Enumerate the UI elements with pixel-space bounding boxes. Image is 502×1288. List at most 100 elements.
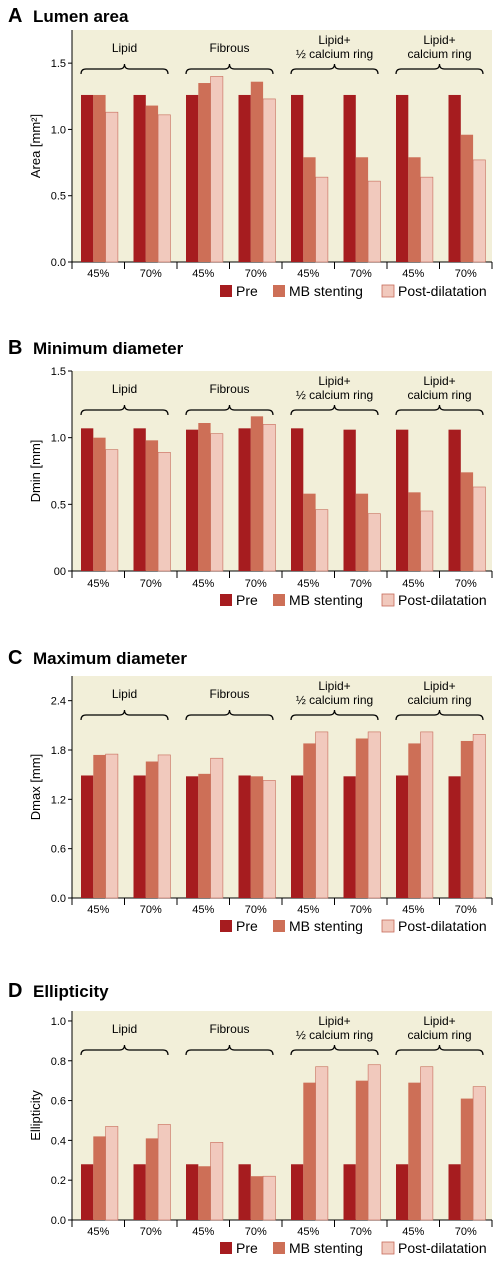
bar-mb bbox=[93, 754, 106, 898]
bar-pre bbox=[343, 94, 356, 263]
bar-post bbox=[315, 1066, 329, 1221]
category-label: 70% bbox=[245, 578, 267, 590]
legend-swatch-pre bbox=[220, 920, 232, 932]
bar-mb bbox=[250, 81, 264, 263]
legend-swatch-mb bbox=[273, 920, 285, 932]
bar-mb bbox=[198, 773, 211, 898]
group-label: Lipid+ bbox=[318, 679, 350, 693]
panel-title: Minimum diameter bbox=[33, 339, 184, 358]
y-tick-label: 0.8 bbox=[51, 1056, 66, 1068]
group-label: Lipid+ bbox=[318, 374, 350, 388]
category-label: 70% bbox=[455, 578, 477, 590]
bar-post bbox=[210, 433, 224, 572]
bar-post bbox=[262, 98, 276, 263]
bar-post bbox=[315, 176, 329, 263]
bar-mb bbox=[355, 493, 369, 571]
y-tick-label: 1.0 bbox=[51, 124, 66, 136]
bar-post bbox=[157, 114, 171, 263]
legend-label: Post-dilatation bbox=[398, 1240, 487, 1256]
legend-swatch-pre bbox=[220, 285, 232, 297]
bar-mb bbox=[145, 761, 159, 898]
group-brace bbox=[80, 709, 169, 721]
bar-mb bbox=[250, 776, 264, 898]
bar-post bbox=[367, 731, 381, 899]
bar-post bbox=[262, 424, 276, 572]
y-tick-label: 1.0 bbox=[51, 433, 66, 445]
bar-pre bbox=[396, 775, 409, 898]
group-brace bbox=[185, 1044, 274, 1056]
y-tick-label: 0.2 bbox=[51, 1175, 66, 1187]
legend-label: Post-dilatation bbox=[398, 283, 487, 299]
bar-pre bbox=[343, 429, 356, 571]
group-label: Lipid+ bbox=[318, 33, 350, 47]
bar-pre bbox=[186, 94, 199, 263]
bar-pre bbox=[133, 94, 146, 263]
bar-post bbox=[105, 449, 119, 572]
panel-title: Maximum diameter bbox=[33, 649, 187, 668]
group-label: Fibrous bbox=[209, 687, 249, 701]
panel-letter: A bbox=[8, 5, 22, 27]
bar-mb bbox=[460, 134, 474, 262]
category-label: 70% bbox=[245, 904, 267, 916]
bar-post bbox=[420, 731, 434, 899]
group-label: Lipid+ bbox=[423, 1014, 455, 1028]
bar-pre bbox=[238, 94, 251, 263]
bar-post bbox=[472, 1086, 486, 1221]
legend-label: MB stenting bbox=[289, 1240, 363, 1256]
category-label: 70% bbox=[245, 268, 267, 280]
bar-pre bbox=[238, 775, 251, 898]
legend-swatch-post bbox=[381, 1241, 395, 1255]
legend-label: Pre bbox=[236, 918, 258, 934]
bar-post bbox=[210, 757, 224, 899]
category-label: 70% bbox=[455, 1226, 477, 1238]
bar-post bbox=[157, 452, 171, 572]
bar-post bbox=[157, 1124, 171, 1221]
bar-pre bbox=[448, 776, 461, 898]
y-tick-label: 0.5 bbox=[51, 499, 66, 511]
bar-post bbox=[420, 176, 434, 263]
y-axis-label: Area [mm²] bbox=[28, 114, 43, 178]
category-label: 45% bbox=[402, 1226, 424, 1238]
bar-mb bbox=[303, 157, 316, 262]
category-label: 45% bbox=[297, 1226, 319, 1238]
bar-post bbox=[105, 111, 119, 263]
bar-mb bbox=[303, 493, 316, 571]
bar-post bbox=[472, 734, 486, 899]
bar-post bbox=[105, 753, 119, 899]
group-label: ½ calcium ring bbox=[296, 388, 373, 402]
group-brace bbox=[395, 1044, 484, 1056]
panel-letter: B bbox=[8, 337, 22, 359]
category-label: 45% bbox=[192, 268, 214, 280]
category-label: 45% bbox=[402, 904, 424, 916]
bar-mb bbox=[460, 740, 474, 898]
group-brace bbox=[80, 404, 169, 416]
legend-label: Pre bbox=[236, 1240, 258, 1256]
bar-pre bbox=[186, 429, 199, 571]
category-label: 45% bbox=[402, 268, 424, 280]
y-tick-label: 2.4 bbox=[51, 696, 66, 708]
category-label: 45% bbox=[87, 268, 109, 280]
bar-mb bbox=[355, 738, 369, 898]
bar-pre bbox=[133, 775, 146, 898]
bar-pre bbox=[291, 94, 304, 263]
legend-swatch-mb bbox=[273, 594, 285, 606]
bar-post bbox=[315, 509, 329, 572]
legend-label: Post-dilatation bbox=[398, 918, 487, 934]
group-brace bbox=[80, 1044, 169, 1056]
legend-label: Post-dilatation bbox=[398, 592, 487, 608]
bar-mb bbox=[250, 416, 264, 571]
group-label: ½ calcium ring bbox=[296, 693, 373, 707]
group-brace bbox=[290, 63, 379, 75]
legend-label: Pre bbox=[236, 283, 258, 299]
group-brace bbox=[185, 404, 274, 416]
category-label: 70% bbox=[140, 268, 162, 280]
bar-mb bbox=[303, 743, 316, 898]
y-tick-label: 1.0 bbox=[51, 1016, 66, 1028]
y-tick-label: 0.0 bbox=[51, 257, 66, 269]
y-tick-label: 0.0 bbox=[51, 893, 66, 905]
bar-pre bbox=[343, 1164, 356, 1220]
bar-pre bbox=[133, 1164, 146, 1220]
bar-pre bbox=[396, 1164, 409, 1220]
bar-pre bbox=[343, 776, 356, 898]
legend-swatch-post bbox=[381, 593, 395, 607]
